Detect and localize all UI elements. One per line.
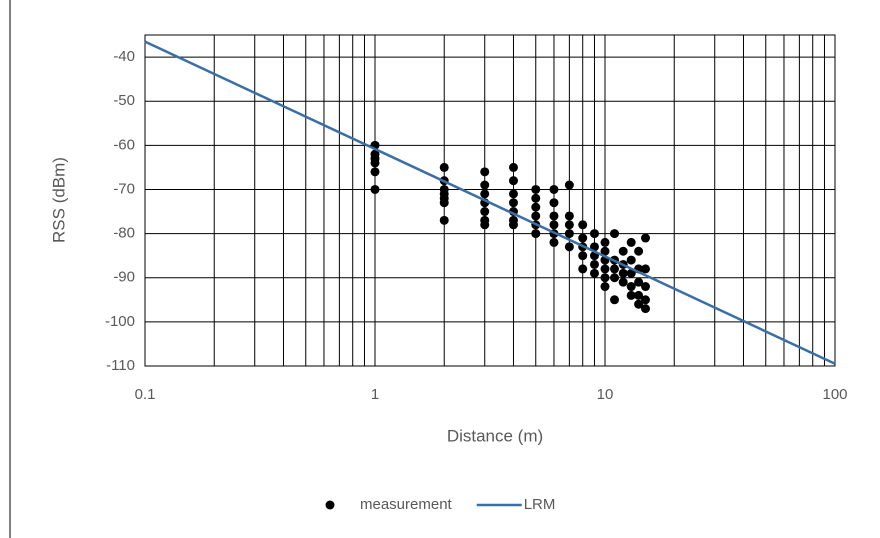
- data-point: [531, 184, 541, 194]
- data-point: [439, 198, 449, 208]
- data-point: [531, 229, 541, 239]
- data-point: [564, 180, 574, 190]
- data-point: [370, 167, 380, 177]
- legend-label: measurement: [360, 496, 453, 513]
- data-point: [600, 282, 610, 292]
- data-point: [508, 176, 518, 186]
- data-point: [618, 277, 628, 287]
- line: [144, 40, 836, 365]
- data-point: [531, 211, 541, 221]
- data-point: [508, 189, 518, 199]
- data-point: [610, 264, 620, 274]
- x-tick-label: 0.1: [135, 386, 156, 403]
- data-point: [589, 259, 599, 269]
- data-point: [564, 242, 574, 252]
- y-tick-label: -90: [113, 269, 135, 286]
- data-point: [549, 237, 559, 247]
- data-point: [508, 220, 518, 230]
- x-tick-label: 10: [597, 386, 614, 403]
- data-point: [439, 215, 449, 225]
- data-point: [480, 207, 490, 217]
- legend-swatch: [325, 500, 335, 510]
- data-point: [549, 211, 559, 221]
- data-point: [626, 268, 636, 278]
- data-point: [578, 264, 588, 274]
- data-point: [589, 229, 599, 239]
- data-point: [578, 220, 588, 230]
- data-point: [641, 264, 651, 274]
- data-point: [634, 299, 644, 309]
- data-point: [564, 211, 574, 221]
- data-point: [600, 273, 610, 283]
- data-point: [531, 202, 541, 212]
- data-point: [370, 158, 380, 168]
- data-point: [508, 162, 518, 172]
- legend-label: LRM: [524, 496, 556, 513]
- data-point: [549, 184, 559, 194]
- data-point: [549, 220, 559, 230]
- data-point: [641, 233, 651, 243]
- data-point: [600, 264, 610, 274]
- x-axis-label: Distance (m): [447, 426, 543, 445]
- y-axis-label: RSS (dBm): [49, 157, 68, 243]
- data-point: [531, 193, 541, 203]
- y-tick-label: -80: [113, 225, 135, 242]
- y-tick-label: -70: [113, 180, 135, 197]
- data-point: [626, 290, 636, 300]
- data-point: [618, 268, 628, 278]
- data-point: [564, 220, 574, 230]
- data-point: [610, 295, 620, 305]
- data-point: [634, 277, 644, 287]
- data-point: [370, 184, 380, 194]
- data-point: [641, 282, 651, 292]
- data-point: [634, 246, 644, 256]
- data-point: [589, 268, 599, 278]
- data-point: [641, 295, 651, 305]
- data-point: [600, 237, 610, 247]
- data-point: [634, 290, 644, 300]
- data-point: [618, 246, 628, 256]
- data-point: [626, 255, 636, 265]
- data-point: [549, 198, 559, 208]
- data-point: [480, 180, 490, 190]
- data-point: [564, 229, 574, 239]
- data-point: [600, 246, 610, 256]
- data-point: [578, 251, 588, 261]
- data-point: [626, 282, 636, 292]
- y-tick-label: -60: [113, 136, 135, 153]
- data-point: [578, 233, 588, 243]
- y-tick-label: -110: [106, 357, 135, 374]
- data-point: [508, 198, 518, 208]
- data-point: [439, 162, 449, 172]
- data-point: [480, 220, 490, 230]
- data-point: [610, 229, 620, 239]
- y-tick-label: -40: [113, 48, 135, 65]
- data-point: [480, 167, 490, 177]
- x-tick-label: 1: [371, 386, 379, 403]
- y-tick-label: -50: [113, 92, 135, 109]
- data-point: [626, 237, 636, 247]
- data-point: [480, 189, 490, 199]
- data-point: [610, 273, 620, 283]
- x-tick-label: 100: [822, 386, 847, 403]
- data-point: [641, 304, 651, 314]
- y-tick-label: -100: [105, 313, 135, 330]
